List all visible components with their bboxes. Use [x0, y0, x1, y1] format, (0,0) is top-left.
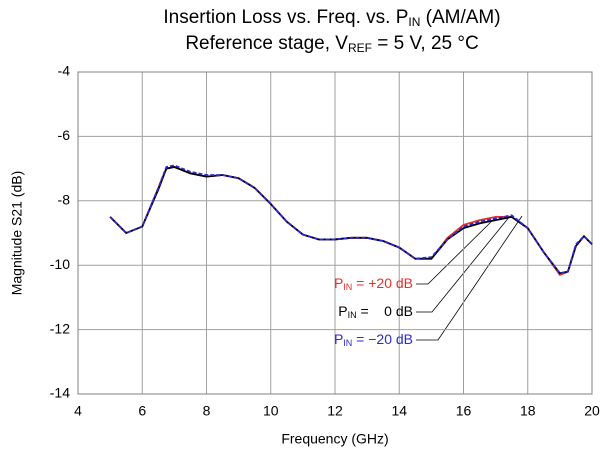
x-tick-label: 20: [584, 403, 600, 419]
legend-part: P: [338, 303, 347, 319]
subtitle-part: = 5 V, 25 °C: [372, 33, 479, 54]
x-tick-label: 14: [391, 403, 407, 419]
legend-part: = 0 dB: [357, 303, 413, 319]
y-tick-label: -14: [50, 385, 70, 401]
title-part: Insertion Loss vs. Freq. vs. P: [163, 7, 408, 28]
y-tick-label: -4: [58, 63, 71, 79]
subtitle-sub: REF: [348, 41, 372, 55]
series-line: [109, 164, 593, 275]
y-tick-label: -8: [58, 192, 71, 208]
leader-line: [416, 215, 498, 285]
x-tick-label: 18: [520, 403, 536, 419]
legend-part: P: [334, 331, 343, 347]
legend-part: IN: [348, 310, 357, 320]
legend-part: = −20 dB: [352, 331, 413, 347]
y-tick-label: -12: [50, 320, 70, 336]
title-sub: IN: [408, 15, 420, 29]
x-axis-label: Frequency (GHz): [281, 431, 388, 447]
legend-label: PIN = +20 dB: [334, 275, 413, 293]
legend-label: PIN = 0 dB: [338, 303, 413, 321]
leader-lines: [416, 215, 523, 341]
x-tick-label: 16: [456, 403, 472, 419]
plot-frame: [77, 71, 593, 395]
subtitle-part: Reference stage, V: [185, 33, 348, 54]
leader-line: [416, 215, 511, 313]
series-line: [109, 166, 593, 275]
x-tick-label: 12: [327, 403, 343, 419]
x-tick-label: 8: [203, 403, 211, 419]
y-tick-label: -6: [58, 127, 71, 143]
x-tick-label: 10: [263, 403, 279, 419]
legend-label: PIN = −20 dB: [334, 331, 413, 349]
x-tick-label: 6: [138, 403, 146, 419]
legend-part: IN: [343, 338, 352, 348]
chart-title: Insertion Loss vs. Freq. vs. PIN (AM/AM): [163, 7, 500, 29]
series-line: [109, 166, 593, 276]
title-part: (AM/AM): [420, 7, 500, 28]
legend-part: P: [334, 275, 343, 291]
y-axis-label: Magnitude S21 (dB): [9, 171, 25, 296]
x-tick-label: 4: [74, 403, 82, 419]
legend-part: = +20 dB: [352, 275, 413, 291]
y-tick-label: -10: [50, 256, 70, 272]
chart-subtitle: Reference stage, VREF = 5 V, 25 °C: [185, 33, 478, 55]
leader-line: [416, 215, 523, 341]
legend-part: IN: [343, 282, 352, 292]
